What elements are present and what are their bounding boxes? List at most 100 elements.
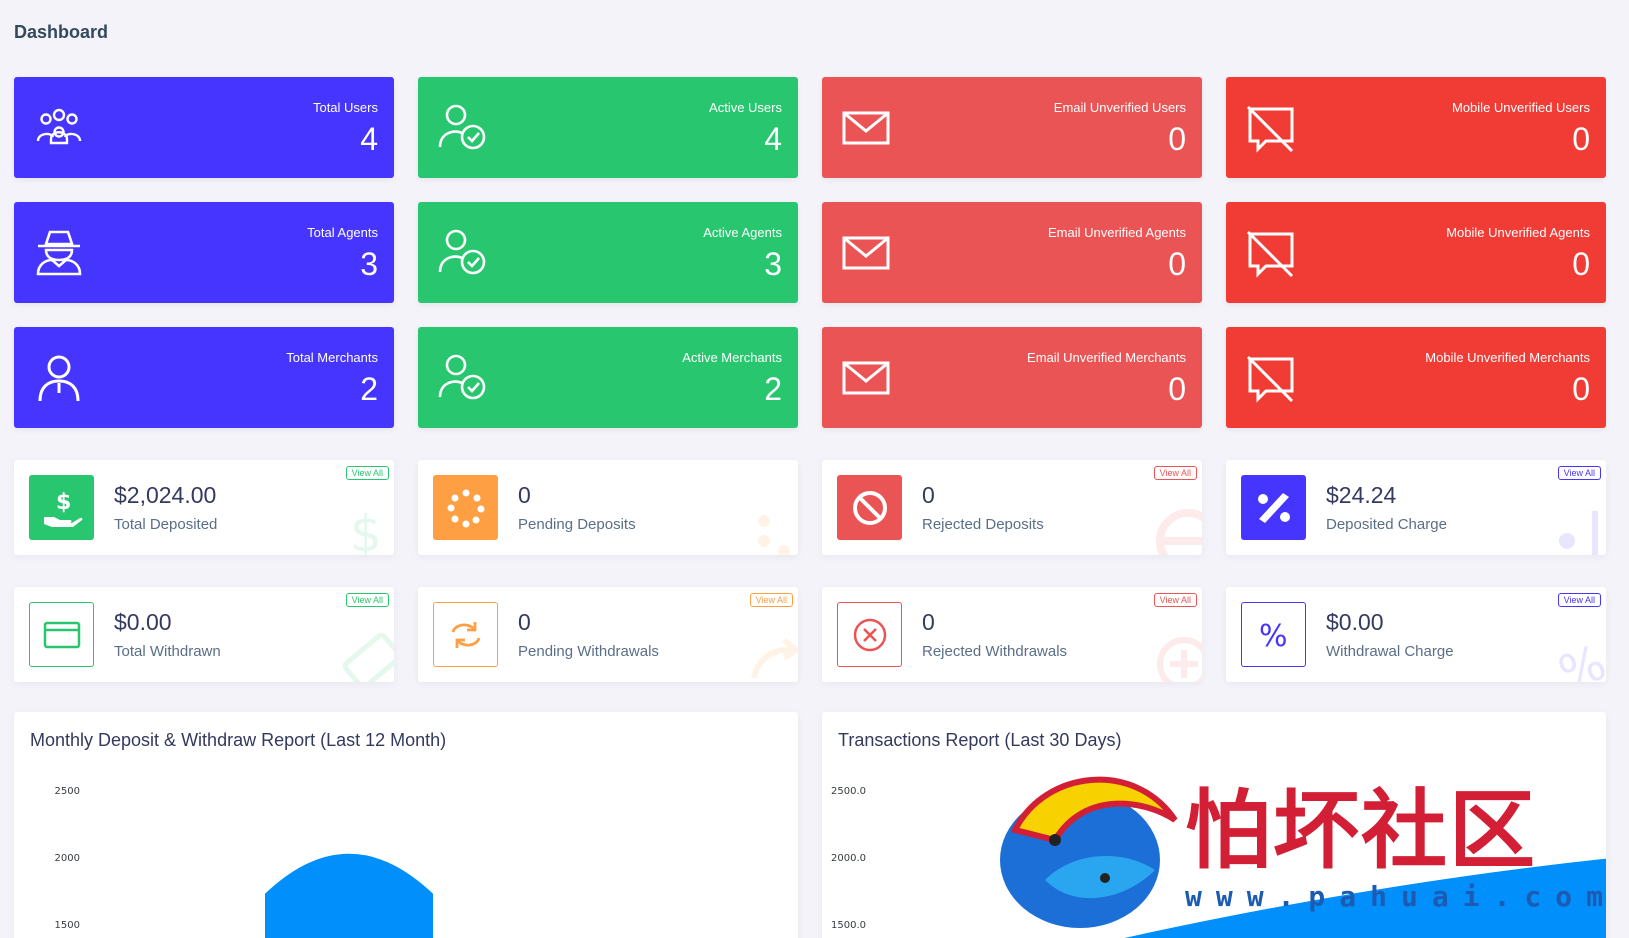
widget-email-unverified-merchants[interactable]: Email Unverified Merchants 0 [822, 327, 1202, 428]
card-label: Withdrawal Charge [1326, 643, 1454, 660]
widget-mobile-unverified-agents[interactable]: Mobile Unverified Agents 0 [1226, 202, 1606, 303]
y-tick-label: 2500 [55, 786, 80, 797]
card-total-deposited: $ $2,024.00 Total Deposited View All $ [14, 460, 394, 555]
watermark-url: www.pahuai.com [1185, 880, 1618, 913]
card-value: 0 [922, 482, 935, 508]
card-label: Pending Deposits [518, 516, 636, 533]
widget-label: Mobile Unverified Users [1452, 100, 1590, 115]
view-all-button[interactable]: View All [1557, 593, 1601, 607]
user-secret-icon [32, 226, 86, 280]
widget-email-unverified-users[interactable]: Email Unverified Users 0 [822, 77, 1202, 178]
user-icon [32, 351, 86, 405]
widget-active-agents[interactable]: Active Agents 3 [418, 202, 798, 303]
widget-label: Active Users [709, 100, 782, 115]
monthly-chart: 2500 2000 1500 [55, 786, 433, 938]
user-check-icon [436, 101, 490, 155]
sync-icon [433, 602, 498, 667]
y-tick-label: 2000.0 [831, 853, 866, 864]
widget-value: 0 [1168, 121, 1186, 157]
decorative-sync-icon [751, 637, 798, 679]
widget-label: Mobile Unverified Agents [1446, 225, 1590, 240]
transactions-chart: 2500.0 2000.0 1500.0 [831, 786, 1606, 938]
watermark: 怕坏社区 www.pahuai.com [985, 760, 1603, 938]
widget-label: Email Unverified Users [1053, 100, 1186, 115]
widget-mobile-unverified-merchants[interactable]: Mobile Unverified Merchants 0 [1226, 327, 1606, 428]
widget-value: 0 [1572, 371, 1590, 407]
card-withdrawal-charge: % $0.00 Withdrawal Charge View All % [1226, 587, 1606, 682]
card-value: 0 [922, 609, 935, 635]
card-label: Rejected Deposits [922, 516, 1044, 533]
summary-cards: $ $2,024.00 Total Deposited View All $ 0… [14, 460, 1606, 682]
view-all-button[interactable]: View All [749, 593, 793, 607]
card-value: $2,024.00 [114, 482, 217, 508]
view-all-button[interactable]: View All [345, 466, 389, 480]
view-all-button[interactable]: View All [1153, 466, 1197, 480]
percent-icon: % [1241, 602, 1306, 667]
y-tick-label: 2000 [55, 853, 80, 864]
transactions-report-panel: Transactions Report (Last 30 Days) 2500.… [822, 712, 1606, 938]
widget-value: 0 [1572, 121, 1590, 157]
svg-text:$: $ [56, 490, 71, 515]
decorative-spinner-icon [758, 515, 790, 555]
ban-icon [837, 475, 902, 540]
card-value: $24.24 [1326, 482, 1397, 508]
card-rejected-withdrawals: 0 Rejected Withdrawals View All [822, 587, 1202, 682]
widget-label: Email Unverified Merchants [1027, 350, 1186, 365]
widget-value: 4 [764, 121, 782, 157]
card-deposited-charge: $24.24 Deposited Charge View All [1226, 460, 1606, 555]
card-value: $0.00 [1326, 609, 1384, 635]
stat-widgets: Total Users 4 Active Users 4 Email Unver… [14, 77, 1606, 428]
svg-text:$: $ [350, 505, 382, 555]
card-label: Pending Withdrawals [518, 643, 659, 660]
widget-label: Total Users [312, 100, 378, 115]
decorative-card-icon [342, 632, 394, 682]
times-circle-icon [837, 602, 902, 667]
view-all-button[interactable]: View All [345, 593, 389, 607]
widget-label: Active Merchants [682, 350, 782, 365]
area-series-0 [1124, 858, 1606, 938]
widget-value: 3 [764, 246, 782, 282]
widget-label: Active Agents [703, 225, 782, 240]
widget-value: 0 [1168, 246, 1186, 282]
monthly-report-panel: Monthly Deposit & Withdraw Report (Last … [14, 712, 798, 938]
users-group-icon [32, 101, 86, 155]
view-all-button[interactable]: View All [1153, 593, 1197, 607]
svg-text:%: % [1552, 634, 1606, 682]
card-label: Total Withdrawn [114, 643, 221, 660]
widget-total-merchants[interactable]: Total Merchants 2 [14, 327, 394, 428]
card-value: 0 [518, 609, 531, 635]
card-value: $0.00 [114, 609, 172, 635]
widget-value: 2 [764, 371, 782, 407]
widget-email-unverified-agents[interactable]: Email Unverified Agents 0 [822, 202, 1202, 303]
view-all-button[interactable]: View All [1557, 466, 1601, 480]
widget-value: 0 [1168, 371, 1186, 407]
widget-value: 3 [360, 246, 378, 282]
panel-title: Transactions Report (Last 30 Days) [838, 730, 1122, 750]
widget-value: 2 [360, 371, 378, 407]
watermark-text: 怕坏社区 [1185, 780, 1537, 881]
comment-slash-icon [1244, 101, 1298, 155]
y-tick-label: 1500 [55, 920, 80, 931]
widget-label: Total Merchants [286, 350, 378, 365]
card-value: 0 [518, 482, 531, 508]
comment-slash-icon [1244, 351, 1298, 405]
decorative-percent-icon [1559, 511, 1598, 555]
envelope-icon [840, 101, 894, 155]
widget-label: Email Unverified Agents [1047, 225, 1186, 240]
widget-mobile-unverified-users[interactable]: Mobile Unverified Users 0 [1226, 77, 1606, 178]
widget-label: Mobile Unverified Merchants [1425, 350, 1590, 365]
widget-total-users[interactable]: Total Users 4 [14, 77, 394, 178]
user-check-icon [436, 226, 490, 280]
card-rejected-deposits: 0 Rejected Deposits View All [822, 460, 1202, 555]
fish-logo-icon [1000, 776, 1178, 928]
decorative-ban-icon [1156, 509, 1202, 555]
decorative-times-icon [1157, 637, 1202, 682]
widget-active-merchants[interactable]: Active Merchants 2 [418, 327, 798, 428]
card-total-withdrawn: $0.00 Total Withdrawn View All [14, 587, 394, 682]
widget-total-agents[interactable]: Total Agents 3 [14, 202, 394, 303]
page-title: Dashboard [14, 22, 109, 42]
card-pending-deposits: 0 Pending Deposits [418, 460, 798, 555]
card-label: Total Deposited [114, 516, 218, 533]
decorative-percent-icon: % [1552, 634, 1606, 682]
widget-active-users[interactable]: Active Users 4 [418, 77, 798, 178]
